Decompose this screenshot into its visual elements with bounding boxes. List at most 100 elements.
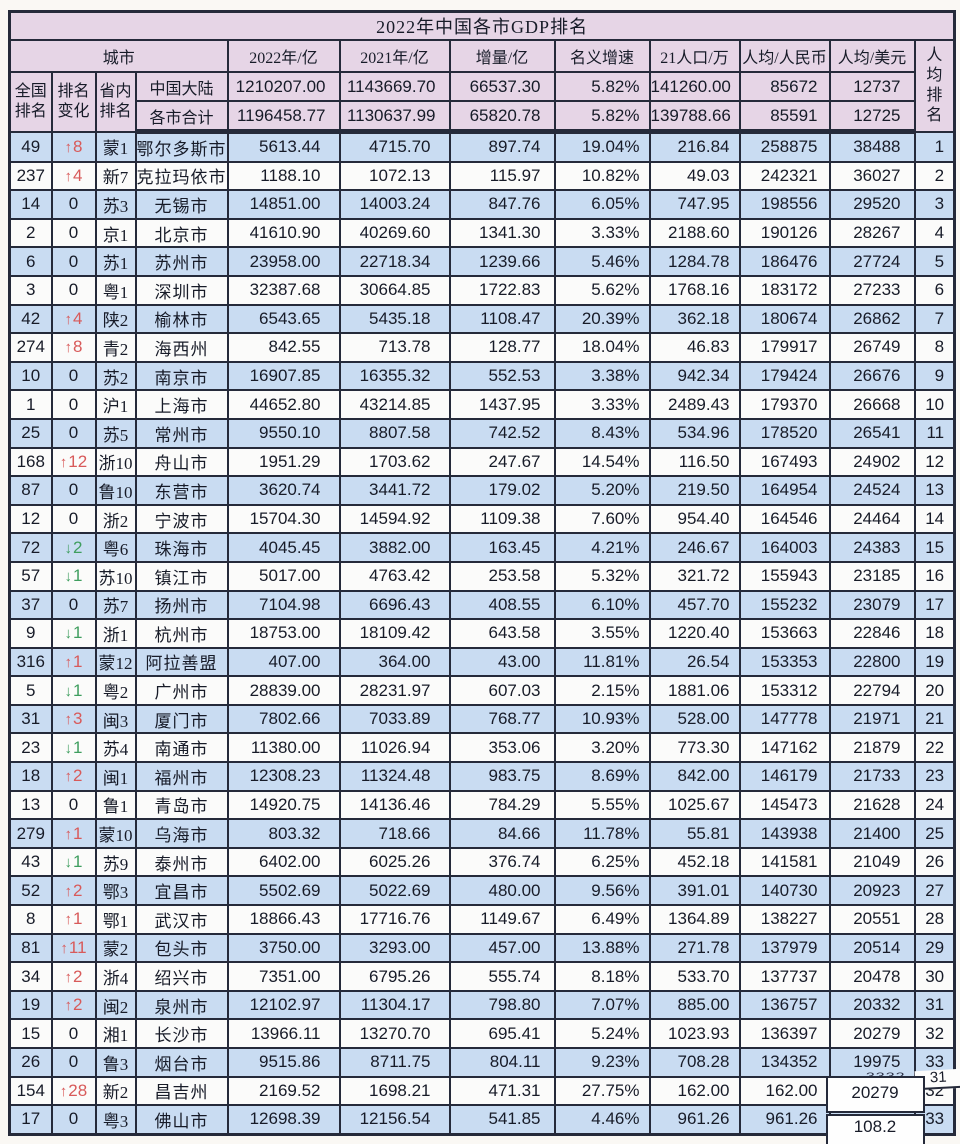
cell-population: 162.00 (648, 1075, 741, 1107)
cell-delta: 179.02 (448, 475, 556, 506)
cell-gdp-2021: 30664.85 (338, 274, 451, 306)
cell-gdp-2022: 803.32 (226, 818, 341, 849)
cell-growth: 4.46% (553, 1104, 651, 1136)
cell-percapita-usd: 24383 (828, 532, 916, 563)
cell-population: 452.18 (648, 846, 741, 878)
cell-percapita-rmb: 136757 (738, 989, 831, 1021)
rank-change-value: 0 (68, 1052, 79, 1072)
cell-growth: 18.04% (553, 332, 651, 363)
summary-row-mainland: 全国排名 排名变化 省内排名 中国大陆 1210207.00 1143669.7… (8, 71, 955, 133)
cell-percapita-usd: 26676 (828, 360, 916, 392)
cell-growth: 6.05% (553, 189, 651, 220)
cell-growth: 3.33% (553, 389, 651, 420)
up-arrow-icon: ↑ (64, 997, 73, 1015)
cell-gdp-2021: 3293.00 (338, 932, 451, 964)
cell-delta: 43.00 (448, 646, 556, 678)
cell-gdp-2022: 7104.98 (226, 589, 341, 621)
cell-percapita-usd: 20551 (828, 904, 916, 935)
col-header-rmb: 人均/人民币 (738, 39, 831, 73)
cell-province-rank: 新2 (94, 1075, 137, 1107)
cell-percapita-usd: 20923 (828, 875, 916, 907)
cell-growth: 5.46% (553, 246, 651, 277)
cell-city-name: 杭州市 (134, 618, 229, 649)
cell-gdp-2021: 8711.75 (338, 1047, 451, 1078)
rank-change-value: ↑1 (64, 909, 83, 929)
cell-percapita-rank: 10 (913, 389, 956, 420)
title-row: 2022年中国各市GDP排名 (8, 10, 956, 41)
cell-gdp-2021: 14136.46 (338, 789, 451, 821)
summary-rmb: 85672 (738, 71, 831, 102)
cell-city-name: 昌吉州 (134, 1075, 229, 1107)
cell-rank-change: ↑8 (50, 130, 97, 163)
table-row: 17 0 粤3 佛山市 12698.39 12156.54 541.85 4.4… (8, 1104, 956, 1144)
cell-province-rank: 粤6 (94, 532, 137, 563)
table-row: 3 0 粤1 深圳市 32387.68 30664.85 1722.83 5.6… (8, 274, 956, 306)
cell-delta: 1239.66 (448, 246, 556, 277)
cell-province-rank: 苏3 (94, 189, 137, 220)
cell-province-rank: 闽1 (94, 761, 137, 792)
cell-population: 26.54 (648, 646, 741, 678)
cell-percapita-rank: 5 (913, 246, 956, 277)
col-header-pop: 21人口/万 (648, 39, 741, 73)
down-arrow-icon: ↓ (64, 625, 73, 643)
summary-usd: 12725 (828, 100, 916, 134)
cell-national-rank: 3 (8, 274, 53, 306)
cell-growth: 8.43% (553, 417, 651, 449)
cell-population: 961.26 (648, 1104, 741, 1136)
cell-city-name: 泉州市 (134, 989, 229, 1021)
table-row: 14 0 苏3 无锡市 14851.00 14003.24 847.76 6.0… (8, 189, 956, 220)
stitch-artifact-box: 20279 (825, 1075, 925, 1113)
summary-growth: 5.82% (553, 71, 651, 102)
cell-national-rank: 18 (8, 761, 53, 792)
cell-population: 708.28 (648, 1047, 741, 1078)
cell-percapita-rmb: 143938 (738, 818, 831, 849)
cell-delta: 1149.67 (448, 904, 556, 935)
rank-change-value: ↑12 (59, 451, 88, 471)
rank-change-value: 0 (68, 480, 79, 500)
table-row: 168 ↑12 浙10 舟山市 1951.29 1703.62 247.67 1… (8, 446, 956, 478)
rank-change-value: 0 (68, 394, 79, 414)
cell-province-rank: 浙10 (94, 446, 137, 478)
cell-rank-change: 0 (50, 475, 97, 506)
cell-gdp-2022: 12102.97 (226, 989, 341, 1021)
cell-gdp-2022: 5613.44 (226, 130, 341, 163)
cell-population: 2489.43 (648, 389, 741, 420)
down-arrow-icon: ↓ (64, 739, 73, 757)
rank-change-value: ↑28 (59, 1080, 88, 1100)
table-row: 12 0 浙2 宁波市 15704.30 14594.92 1109.38 7.… (8, 503, 956, 535)
cell-growth: 27.75% (553, 1075, 651, 1107)
table-row: 5 ↓1 粤2 广州市 28839.00 28231.97 607.03 2.1… (8, 675, 956, 706)
cell-percapita-rank: 30 (913, 961, 956, 992)
cell-province-rank: 沪1 (94, 389, 137, 420)
cell-percapita-rmb: 138227 (738, 904, 831, 935)
cell-national-rank: 14 (8, 189, 53, 220)
cell-percapita-rmb: 190126 (738, 217, 831, 249)
cell-population: 55.81 (648, 818, 741, 849)
cell-delta: 695.41 (448, 1018, 556, 1049)
cell-national-rank: 5 (8, 675, 53, 706)
cell-city-name: 阿拉善盟 (134, 646, 229, 678)
cell-growth: 9.23% (553, 1047, 651, 1078)
cell-gdp-2022: 18753.00 (226, 618, 341, 649)
cell-percapita-usd: 27233 (828, 274, 916, 306)
cell-population: 1023.93 (648, 1018, 741, 1049)
cell-percapita-rank: 2 (913, 160, 956, 192)
cell-percapita-usd: 24464 (828, 503, 916, 535)
col-header-national-rank: 全国排名 (8, 71, 53, 133)
cell-city-name: 苏州市 (134, 246, 229, 277)
cell-percapita-rmb: 155943 (738, 560, 831, 592)
cell-population: 362.18 (648, 303, 741, 335)
cell-delta: 353.06 (448, 732, 556, 764)
summary-delta: 66537.30 (448, 71, 556, 102)
cell-percapita-rmb: 153663 (738, 618, 831, 649)
summary-pop: 141260.00 (648, 71, 741, 102)
summary-gdp2022: 1196458.77 (226, 100, 341, 134)
table-row: 72 ↓2 粤6 珠海市 4045.45 3882.00 163.45 4.21… (8, 532, 956, 563)
cell-growth: 2.15% (553, 675, 651, 706)
cell-delta: 784.29 (448, 789, 556, 821)
cell-growth: 19.04% (553, 130, 651, 163)
cell-province-rank: 粤3 (94, 1104, 137, 1136)
cell-population: 49.03 (648, 160, 741, 192)
rank-change-value: ↑2 (64, 995, 83, 1015)
cell-population: 533.70 (648, 961, 741, 992)
